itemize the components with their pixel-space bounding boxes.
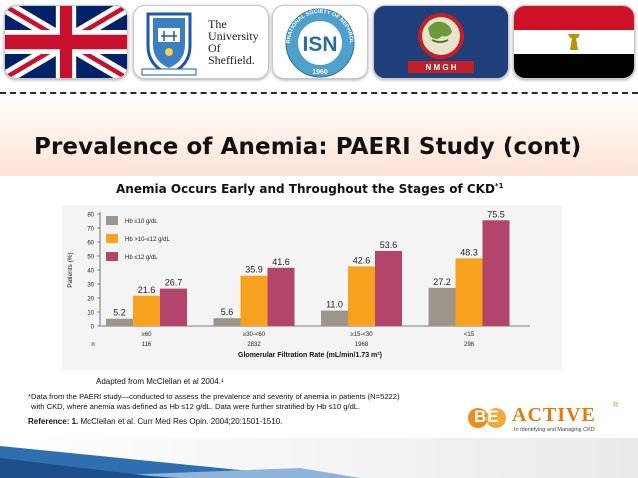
bar-value-label: 48.3 — [460, 247, 478, 257]
sheffield-line1: The — [208, 17, 227, 31]
bar — [482, 220, 510, 326]
beactive-logo: BE ACTIVE ® In Identifying and Managing … — [468, 402, 628, 436]
bar — [240, 275, 268, 326]
chart-subtitle: Anemia Occurs Early and Throughout the S… — [116, 182, 503, 196]
y-tick-label: 30 — [87, 283, 94, 289]
x-category-label: ≥60 — [142, 332, 153, 338]
sheffield-line4: Sheffield. — [208, 53, 255, 67]
beactive-circles-icon — [468, 408, 506, 428]
legend-swatch — [106, 252, 118, 261]
adapted-note: Adapted from McClellan et al 2004.¹ — [96, 377, 224, 386]
sheffield-logo: The University Of Sheffield. — [133, 5, 269, 79]
x-category-label: ≥30-<60 — [243, 332, 266, 338]
y-tick-label: 70 — [87, 227, 94, 233]
y-tick-label: 20 — [87, 297, 94, 303]
beactive-registered: ® — [613, 402, 619, 409]
legend-swatch — [106, 216, 118, 225]
bar-value-label: 5.6 — [221, 307, 234, 317]
isn-logo: INTERNATIONAL SOCIETY OF NEPHROLOGY ISN … — [272, 5, 368, 79]
svg-text:ISN: ISN — [302, 33, 337, 56]
footnote-line-2: with CKD, where anemia was defined as Hb… — [31, 402, 361, 411]
n-label: n — [91, 342, 94, 348]
bar — [267, 267, 295, 326]
chart-subtitle-text: Anemia Occurs Early and Throughout the S… — [116, 182, 495, 196]
bar — [106, 318, 133, 326]
y-tick-label: 10 — [87, 311, 94, 317]
bar-value-label: 41.6 — [272, 257, 290, 267]
bar — [213, 318, 241, 326]
legend-swatch — [106, 234, 118, 243]
egypt-flag-icon — [514, 6, 634, 78]
uk-flag-logo — [4, 5, 128, 79]
bar-value-label: 35.9 — [245, 265, 263, 275]
n-value-label: 116 — [142, 342, 152, 348]
uk-flag-icon — [5, 6, 127, 78]
bar — [375, 250, 402, 326]
nmgh-globe-icon: N M G H — [374, 6, 508, 78]
bar-value-label: 42.6 — [353, 255, 371, 265]
bottom-decoration — [0, 446, 360, 478]
y-tick-label: 80 — [87, 213, 94, 219]
y-tick-label: 60 — [87, 241, 94, 247]
y-axis-label: Patients (%) — [67, 252, 74, 287]
bar — [428, 287, 456, 326]
reference-line: Reference: 1. McClellan et al. Curr Med … — [28, 417, 282, 426]
sheffield-line2: University — [208, 29, 259, 43]
bar-value-label: 27.2 — [433, 277, 451, 287]
bar — [348, 266, 375, 326]
x-category-label: ≥15-<30 — [350, 332, 373, 338]
bar — [321, 310, 348, 326]
bar-value-label: 21.6 — [138, 285, 156, 295]
sheffield-line3: Of — [208, 41, 221, 55]
bar-value-label: 53.6 — [380, 240, 398, 250]
x-axis-label: Glomerular Filtration Rate (mL/min/1.73 … — [238, 352, 382, 359]
legend-label: Hb >10-≤12 g/dL — [125, 237, 170, 243]
y-tick-label: 40 — [87, 269, 94, 275]
y-tick-label: 0 — [91, 325, 95, 331]
y-tick-label: 50 — [87, 255, 94, 261]
bar — [133, 295, 160, 326]
isn-seal-icon: INTERNATIONAL SOCIETY OF NEPHROLOGY ISN … — [273, 6, 355, 78]
nmgh-logo: N M G H — [373, 5, 509, 79]
bar-value-label: 26.7 — [165, 278, 183, 288]
chart-subtitle-footnote-mark: *1 — [494, 182, 504, 190]
bar-value-label: 75.5 — [487, 209, 505, 219]
bar — [160, 288, 187, 326]
beactive-active: ACTIVE — [512, 404, 596, 426]
n-value-label: 1968 — [355, 342, 369, 348]
title-band — [0, 96, 638, 176]
legend-label: Hb ≤10 g/dL — [125, 219, 158, 225]
egypt-flag-logo — [513, 5, 635, 79]
bar — [455, 258, 483, 326]
reference-text: McClellan et al. Curr Med Res Opin. 2004… — [80, 417, 283, 426]
bar-value-label: 11.0 — [326, 300, 343, 310]
beactive-tagline: In Identifying and Managing CKD — [514, 427, 595, 433]
footnote-line-1: *Data from the PAERI study—conducted to … — [28, 392, 400, 401]
bar-value-label: 5.2 — [113, 308, 126, 318]
divider-top — [0, 92, 638, 94]
sheffield-crest-icon — [141, 12, 197, 76]
svg-text:N M G H: N M G H — [425, 63, 456, 72]
beactive-be: BE — [474, 407, 500, 426]
n-value-label: 298 — [464, 342, 475, 348]
reference-label: Reference: 1. — [28, 417, 79, 426]
x-category-label: <15 — [464, 332, 475, 338]
slide-title: Prevalence of Anemia: PAERI Study (cont) — [34, 134, 582, 160]
legend-label: Hb ≤12 g/dL — [125, 255, 158, 261]
n-value-label: 2832 — [247, 342, 261, 348]
sheffield-wordmark: The University Of Sheffield. — [208, 18, 259, 66]
svg-text:1960: 1960 — [312, 69, 328, 76]
